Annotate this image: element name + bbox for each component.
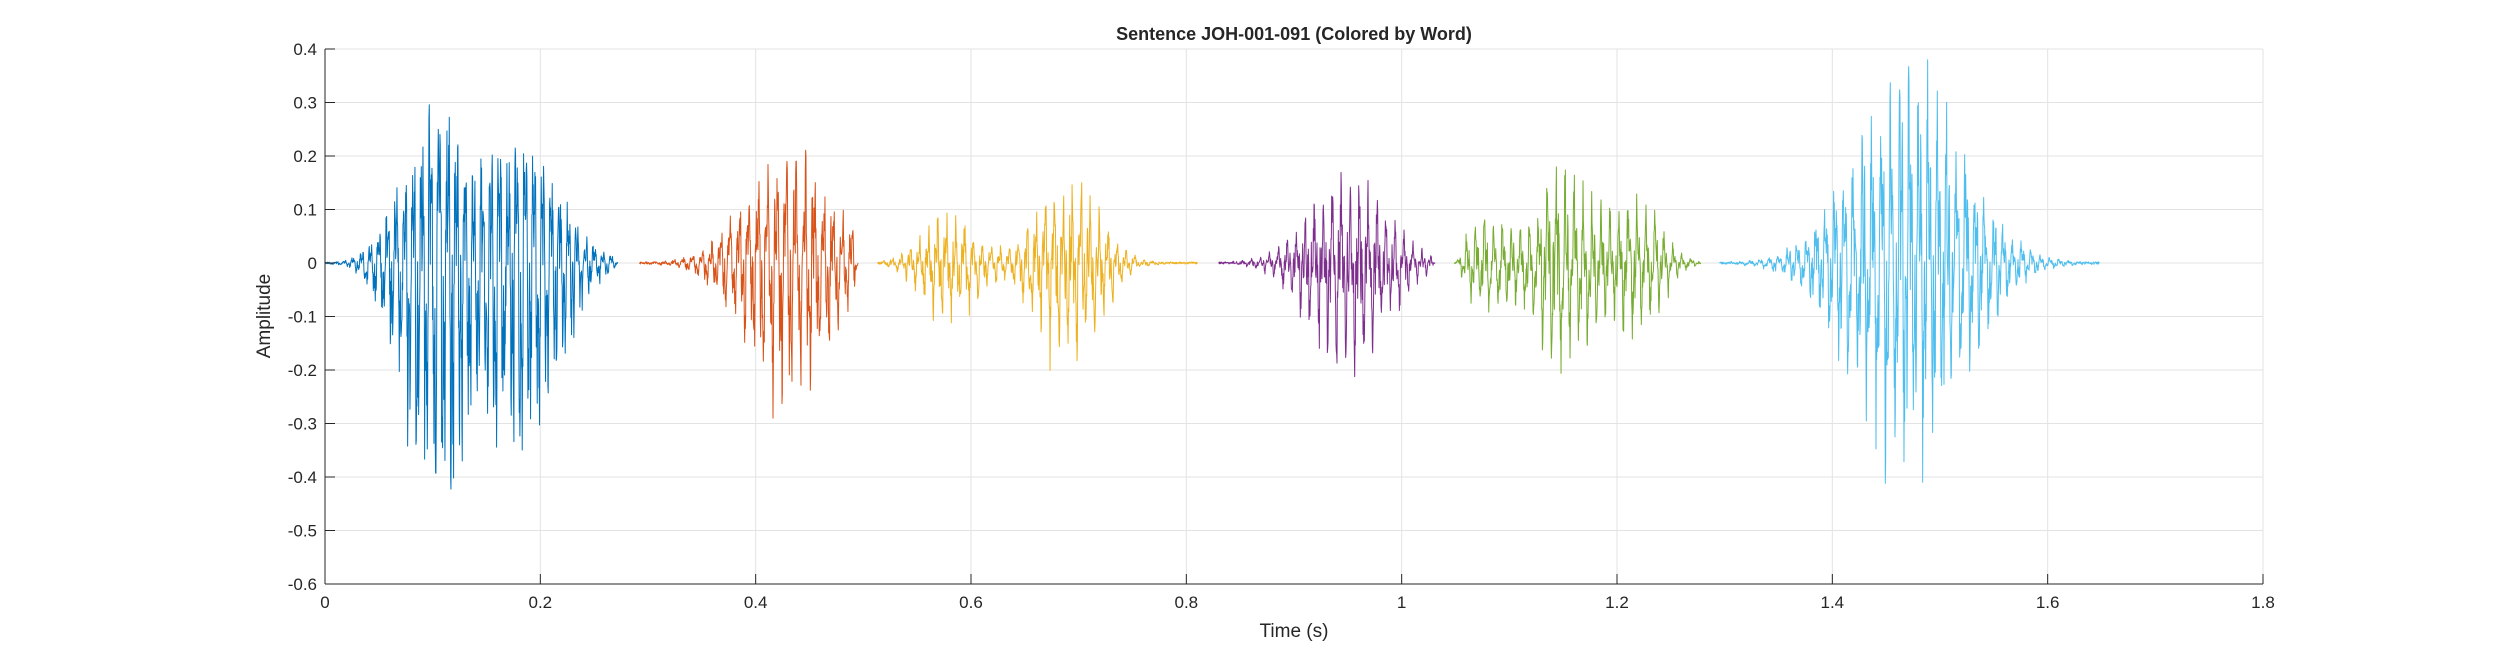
x-tick-labels: 0 0.2 0.4 0.6 0.8 1 1.2 1.4 1.6 1.8 xyxy=(320,593,2275,612)
waveform-word-3 xyxy=(877,182,1198,371)
y-tick-label: -0.6 xyxy=(288,575,317,594)
waveform-word-5 xyxy=(1453,166,1702,374)
x-tick-label: 0 xyxy=(320,593,329,612)
y-tick-labels: 0.4 0.3 0.2 0.1 0 -0.1 -0.2 -0.3 -0.4 -0.5 -0.6 xyxy=(288,40,317,594)
y-axis-label: Amplitude xyxy=(254,274,275,359)
y-tick-label: 0.1 xyxy=(293,201,317,220)
x-tick-label: 0.8 xyxy=(1175,593,1199,612)
x-tick-label: 0.2 xyxy=(529,593,553,612)
y-tick-label: 0 xyxy=(308,254,317,273)
x-axis-label: Time (s) xyxy=(1260,621,1329,642)
y-tick-label: -0.3 xyxy=(288,415,317,434)
waveform-word-1 xyxy=(324,104,619,490)
x-tick-label: 1.6 xyxy=(2036,593,2060,612)
x-tick-label: 0.6 xyxy=(959,593,983,612)
y-tick-label: 0.2 xyxy=(293,147,317,166)
y-tick-label: -0.5 xyxy=(288,522,317,541)
y-tick-label: 0.3 xyxy=(293,94,317,113)
x-tick-label: 1.4 xyxy=(1821,593,1845,612)
y-tick-label: -0.2 xyxy=(288,361,317,380)
axes-lines xyxy=(324,48,2264,585)
y-tick-label: -0.1 xyxy=(288,308,317,327)
x-tick-label: 1 xyxy=(1397,593,1406,612)
x-tick-label: 1.2 xyxy=(1605,593,1629,612)
y-tick-label: -0.4 xyxy=(288,468,317,487)
waveform-word-6 xyxy=(1719,59,2100,484)
y-tick-label: 0.4 xyxy=(293,40,317,59)
x-tick-label: 1.8 xyxy=(2251,593,2275,612)
waveform-word-2 xyxy=(639,149,859,419)
x-tick-label: 0.4 xyxy=(744,593,768,612)
chart-title: Sentence JOH-001-091 (Colored by Word) xyxy=(1116,24,1472,44)
waveform-word-4 xyxy=(1218,171,1436,378)
series-group xyxy=(324,59,2100,490)
